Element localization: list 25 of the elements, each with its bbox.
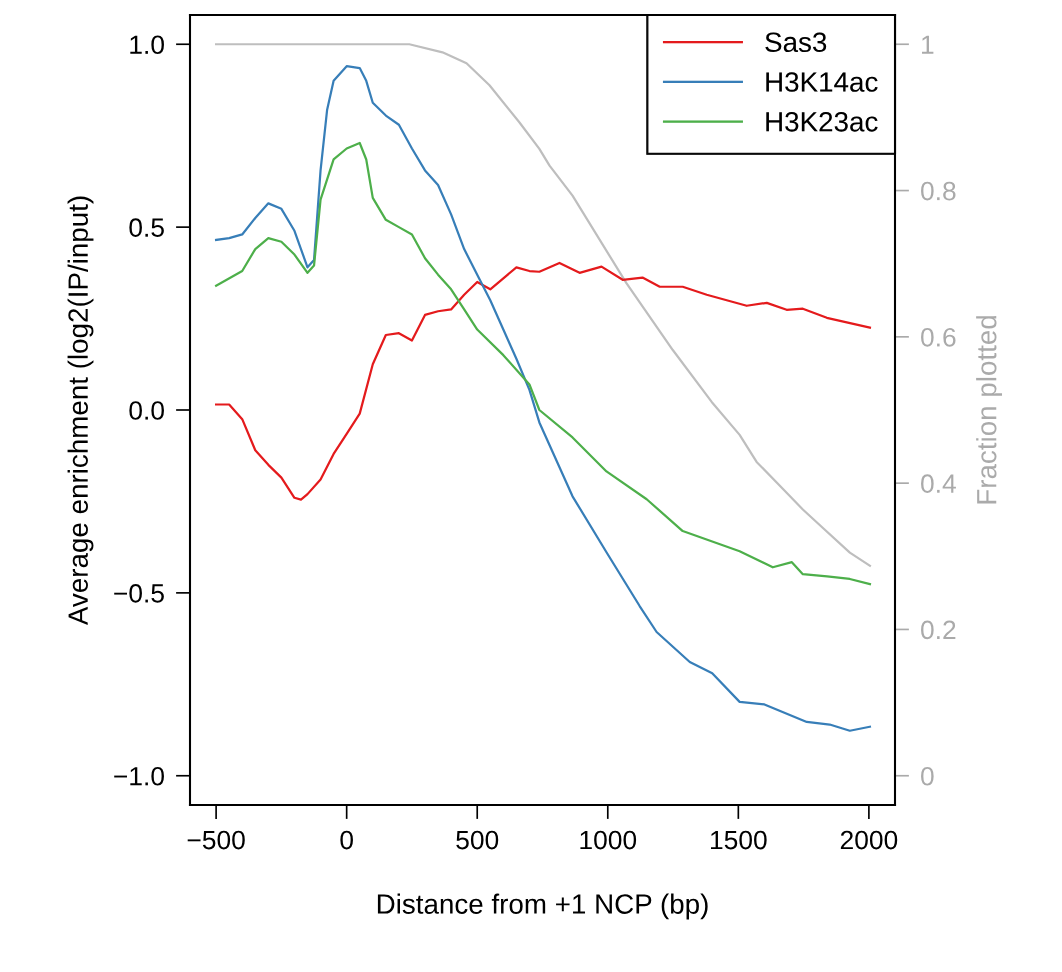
y2-tick-label: 0.8 (921, 181, 956, 201)
y-tick-label: 0.5 (129, 218, 164, 237)
x-tick-label: 0 (340, 830, 353, 850)
y-tick-label: −0.5 (114, 584, 164, 603)
legend-label: H3K14ac (766, 72, 878, 92)
x-axis-title: Distance from +1 NCP (bp) (377, 893, 708, 920)
x-tick-label: 1500 (711, 830, 767, 850)
x-tick-label: 2000 (840, 830, 898, 850)
y-tick-label: 1.0 (130, 35, 164, 55)
y2-tick-label: 0.6 (921, 327, 956, 347)
legend-label: H3K23ac (766, 111, 878, 132)
y-tick-label: −1.0 (114, 766, 164, 786)
legend-label: Sas3 (765, 32, 827, 53)
x-tick-label: −500 (187, 830, 245, 850)
line-series (215, 261, 872, 501)
y-axis-title: Average enrichment (log2(IP/input) (67, 196, 94, 626)
y-tick-label: 0.0 (129, 401, 164, 420)
y2-tick-label: 0 (921, 766, 934, 786)
y2-tick-label: 0.4 (921, 474, 956, 493)
y2-tick-label: 0.2 (921, 620, 956, 640)
line-series (215, 141, 872, 586)
x-tick-label: 1000 (580, 830, 637, 850)
y2-axis-title: Fraction plotted (976, 316, 1003, 504)
y2-tick-label: 1 (922, 35, 934, 54)
x-tick-label: 500 (456, 830, 499, 850)
